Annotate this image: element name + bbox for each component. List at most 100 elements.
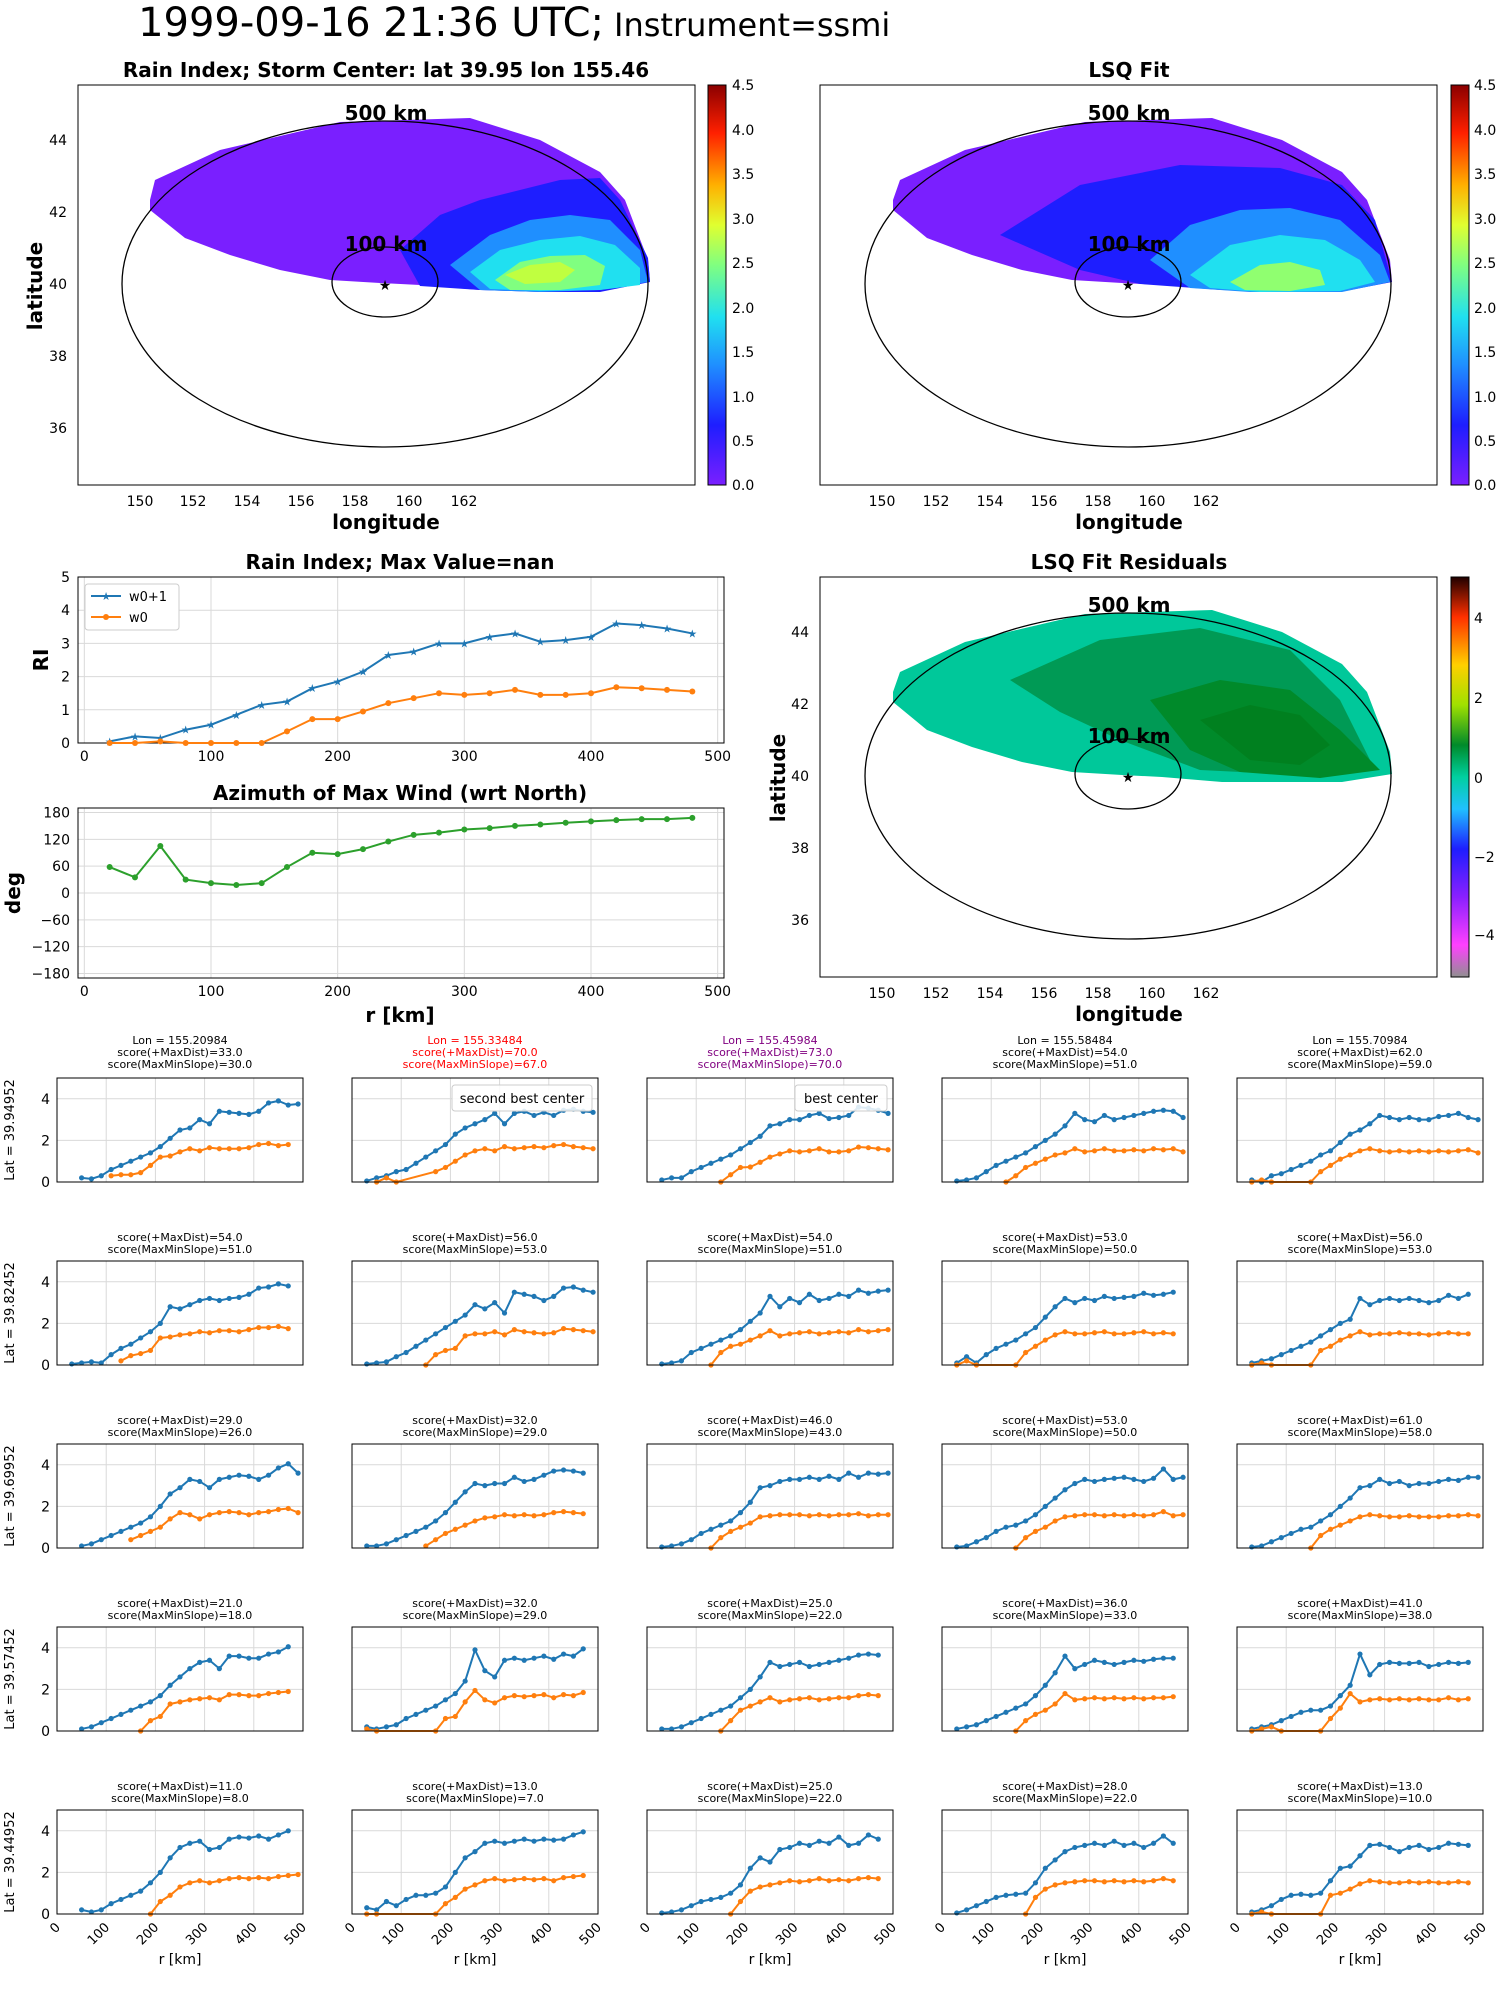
colorbar-tick-label: 4.0 bbox=[1474, 123, 1496, 139]
data-point-w0p1 bbox=[855, 1474, 862, 1480]
data-point-w0 bbox=[275, 1873, 281, 1880]
colorbar-tick-label: 2.0 bbox=[1474, 301, 1496, 317]
data-point-w0p1 bbox=[1367, 1121, 1373, 1127]
panel-lon-label: Lon = 155.58484 bbox=[1017, 1034, 1112, 1047]
data-point-w0 bbox=[236, 1510, 242, 1516]
data-point-w0p1 bbox=[954, 1910, 960, 1916]
data-point-w0 bbox=[442, 1715, 449, 1722]
data-point-w0p1 bbox=[570, 1284, 577, 1290]
data-point-w0 bbox=[1180, 1149, 1186, 1155]
data-point-w0p1 bbox=[462, 1125, 468, 1131]
data-point-w0p1 bbox=[816, 1476, 822, 1482]
data-point-w0 bbox=[482, 1515, 488, 1521]
data-point-w0 bbox=[580, 1872, 586, 1879]
data-point-w0 bbox=[452, 1158, 458, 1164]
data-point-w0p1 bbox=[1032, 1324, 1039, 1331]
data-point-w0p1: ★ bbox=[535, 636, 545, 649]
data-point-w0 bbox=[1416, 1148, 1422, 1154]
data-point-w0p1 bbox=[393, 1354, 399, 1360]
data-point-w0 bbox=[501, 1512, 508, 1518]
data-point-w0 bbox=[1337, 1705, 1343, 1711]
data-point-w0 bbox=[236, 1146, 242, 1152]
data-point-w0 bbox=[875, 1146, 881, 1152]
data-point-w0 bbox=[1101, 1146, 1107, 1152]
data-point-w0p1 bbox=[108, 1715, 114, 1722]
data-point-w0 bbox=[1032, 1894, 1039, 1900]
data-point-w0p1 bbox=[393, 1537, 399, 1543]
ytick-label: 2 bbox=[41, 1682, 50, 1698]
data-point-w0 bbox=[472, 1148, 478, 1154]
data-point-w0 bbox=[1091, 1148, 1098, 1154]
ytick-label: 120 bbox=[43, 832, 70, 848]
data-point-w0 bbox=[855, 1144, 862, 1150]
data-point-w0 bbox=[1062, 1329, 1068, 1335]
data-point-w0p1 bbox=[1013, 1337, 1019, 1343]
xtick-label: 160 bbox=[1139, 986, 1166, 1002]
data-point-w0 bbox=[167, 1516, 173, 1522]
data-point-w0p1 bbox=[1327, 1512, 1334, 1518]
colorbar-ramp bbox=[1450, 84, 1470, 486]
data-point-w0 bbox=[1318, 1169, 1324, 1175]
panel-row-lat-label: Lat = 39.44952 bbox=[3, 1811, 18, 1913]
xtick-label: 200 bbox=[324, 749, 351, 765]
panel-xlabel: r [km] bbox=[454, 1952, 497, 1968]
ytick-label: 2 bbox=[41, 1865, 50, 1881]
data-point-w0 bbox=[787, 1697, 793, 1703]
data-point-w0p1 bbox=[511, 1289, 517, 1295]
data-point-w0p1 bbox=[1327, 1878, 1334, 1884]
data-point-w0 bbox=[1465, 1331, 1471, 1337]
data-point-azimuth bbox=[334, 851, 341, 858]
data-point-w0p1 bbox=[1288, 1166, 1294, 1173]
data-point-w0p1: ★ bbox=[561, 634, 571, 647]
data-point-w0p1 bbox=[875, 1471, 881, 1477]
data-point-w0p1 bbox=[1426, 1117, 1432, 1123]
data-point-w0 bbox=[1377, 1148, 1383, 1154]
data-point-w0 bbox=[796, 1512, 803, 1518]
data-point-w0 bbox=[1465, 1880, 1471, 1886]
data-point-w0 bbox=[452, 1713, 458, 1720]
panel-score-maxdist: score(+MaxDist)=25.0 bbox=[707, 1780, 832, 1793]
data-point-w0 bbox=[767, 1154, 773, 1160]
data-point-w0p1 bbox=[1003, 1524, 1009, 1530]
data-point-w0 bbox=[1023, 1535, 1029, 1541]
data-point-w0p1 bbox=[1416, 1297, 1422, 1304]
ytick-label: 0 bbox=[61, 886, 70, 902]
rain-map-ring-500km bbox=[121, 120, 649, 448]
data-point-w0 bbox=[206, 1330, 213, 1336]
data-point-w0 bbox=[1475, 1150, 1481, 1156]
data-point-w0p1 bbox=[187, 1666, 193, 1672]
data-point-w0p1 bbox=[1318, 1707, 1324, 1713]
data-point-w0 bbox=[1131, 1147, 1137, 1153]
data-point-w0 bbox=[747, 1164, 753, 1170]
data-point-w0p1 bbox=[826, 1473, 832, 1479]
data-point-w0 bbox=[1091, 1330, 1098, 1336]
data-point-w0p1 bbox=[1160, 1107, 1166, 1113]
data-point-w0p1 bbox=[393, 1169, 399, 1175]
data-point-w0 bbox=[1396, 1514, 1402, 1520]
data-point-w0 bbox=[816, 1697, 822, 1703]
data-point-w0p1 bbox=[118, 1528, 124, 1534]
data-point-w0 bbox=[1121, 1331, 1127, 1337]
panel-lon-label: Lon = 155.45984 bbox=[722, 1034, 817, 1047]
data-point-w0p1 bbox=[1023, 1890, 1029, 1896]
data-point-w0 bbox=[197, 1878, 203, 1884]
data-point-w0p1 bbox=[1278, 1171, 1284, 1177]
panel-score-maxdist: score(+MaxDist)=73.0 bbox=[707, 1046, 832, 1059]
panel-score-maxdist: score(+MaxDist)=53.0 bbox=[1002, 1414, 1127, 1427]
panel-axes bbox=[941, 1626, 1189, 1732]
data-point-azimuth bbox=[132, 874, 138, 881]
data-point-w0p1 bbox=[1386, 1114, 1393, 1121]
data-point-w0 bbox=[1042, 1886, 1048, 1892]
data-point-w0 bbox=[767, 1513, 773, 1519]
data-point-azimuth bbox=[182, 876, 189, 883]
data-point-w0p1 bbox=[492, 1110, 498, 1116]
data-point-w0 bbox=[1023, 1718, 1029, 1724]
data-point-w0p1: ★ bbox=[611, 617, 621, 630]
data-point-w0 bbox=[1357, 1514, 1363, 1520]
data-point-w0 bbox=[187, 1880, 193, 1886]
data-point-w0 bbox=[1052, 1701, 1058, 1707]
colorbar-tick-label: −2 bbox=[1474, 850, 1495, 866]
figure-title-datetime: 1999-09-16 21:36 UTC; bbox=[138, 0, 604, 46]
data-point-w0p1 bbox=[1278, 1896, 1284, 1903]
data-point-w0 bbox=[132, 740, 138, 746]
